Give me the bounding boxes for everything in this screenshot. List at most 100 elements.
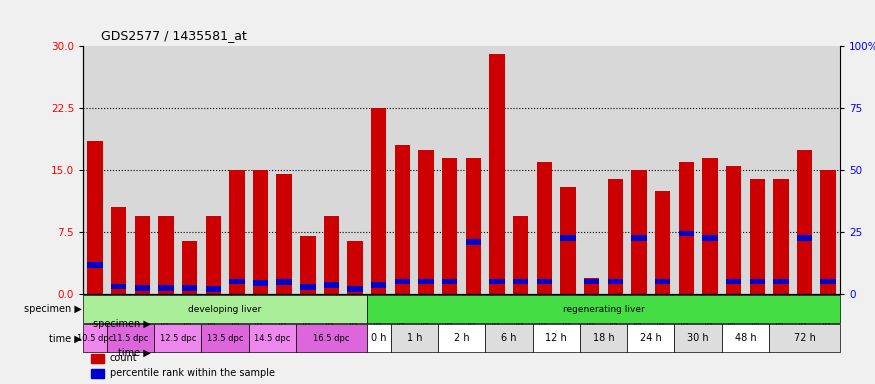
Bar [607,179,623,295]
Text: 12.5 dpc: 12.5 dpc [159,334,196,343]
Text: 18 h: 18 h [592,333,614,343]
Bar [726,166,741,295]
Bar [229,279,244,285]
Text: 12 h: 12 h [545,333,567,343]
Bar [769,324,840,353]
Bar [300,285,316,290]
Bar [675,324,722,353]
Bar [722,324,769,353]
Text: developing liver: developing liver [188,305,262,314]
Bar [395,146,410,295]
Bar [486,324,533,353]
Bar [654,279,670,285]
Bar [395,279,410,285]
Bar [584,278,599,295]
Bar [533,324,580,353]
Text: 0 h: 0 h [371,333,387,343]
Text: count: count [109,353,137,363]
Bar [821,170,836,295]
Bar [631,235,647,241]
Bar [750,179,765,295]
Bar [158,285,173,291]
Bar [679,231,694,237]
Bar [797,149,812,295]
Bar [560,187,576,295]
Bar [774,179,788,295]
Bar [679,162,694,295]
Bar [248,324,296,353]
Text: 30 h: 30 h [687,333,709,343]
Text: percentile rank within the sample: percentile rank within the sample [109,368,275,378]
Bar [536,162,552,295]
Bar [182,241,197,295]
Text: 16.5 dpc: 16.5 dpc [313,334,350,343]
Bar [367,295,840,323]
Bar [371,108,387,295]
Bar [347,241,363,295]
Text: time ▶: time ▶ [49,333,81,343]
Bar [158,216,173,295]
Bar [774,279,788,285]
Bar [797,235,812,241]
Bar [418,149,434,295]
Text: 13.5 dpc: 13.5 dpc [206,334,243,343]
Bar [91,369,104,378]
Bar [821,279,836,285]
Bar [418,279,434,285]
Text: 24 h: 24 h [640,333,662,343]
Bar [229,170,244,295]
Bar [182,285,197,291]
Bar [324,282,340,288]
Bar [560,235,576,241]
Text: 10.5 dpc: 10.5 dpc [77,334,113,343]
Bar [107,324,154,353]
Bar [536,279,552,285]
Bar [513,216,528,295]
Bar [466,158,481,295]
Bar [703,235,717,241]
Bar [253,170,269,295]
Text: GDS2577 / 1435581_at: GDS2577 / 1435581_at [101,29,247,42]
Bar [371,282,387,288]
Bar [726,279,741,285]
Bar [654,191,670,295]
Text: specimen ▶: specimen ▶ [24,304,81,314]
Bar [347,286,363,292]
Bar [91,354,104,363]
Bar [111,207,126,295]
Bar [276,174,292,295]
Bar [300,237,316,295]
Bar [154,324,201,353]
Bar [135,285,150,291]
Text: 1 h: 1 h [407,333,422,343]
Bar [390,324,438,353]
Text: specimen ▶: specimen ▶ [94,319,151,329]
Bar [584,279,599,285]
Text: 11.5 dpc: 11.5 dpc [112,334,149,343]
Text: 6 h: 6 h [501,333,516,343]
Bar [206,286,220,292]
Bar [276,280,292,285]
Bar [206,216,220,295]
Bar [466,239,481,245]
Bar [489,279,505,285]
Bar [324,216,340,295]
Bar [750,279,765,285]
Bar [627,324,675,353]
Bar [253,280,269,286]
Text: 72 h: 72 h [794,333,816,343]
Bar [442,158,458,295]
Bar [607,279,623,285]
Text: 48 h: 48 h [735,333,756,343]
Text: 14.5 dpc: 14.5 dpc [254,334,290,343]
Bar [88,262,102,268]
Bar [442,279,458,285]
Bar [631,170,647,295]
Text: time ▶: time ▶ [118,348,151,358]
Bar [580,324,627,353]
Bar [703,158,717,295]
Bar [135,216,150,295]
Bar [367,324,390,353]
Bar [489,55,505,295]
Bar [88,141,102,295]
